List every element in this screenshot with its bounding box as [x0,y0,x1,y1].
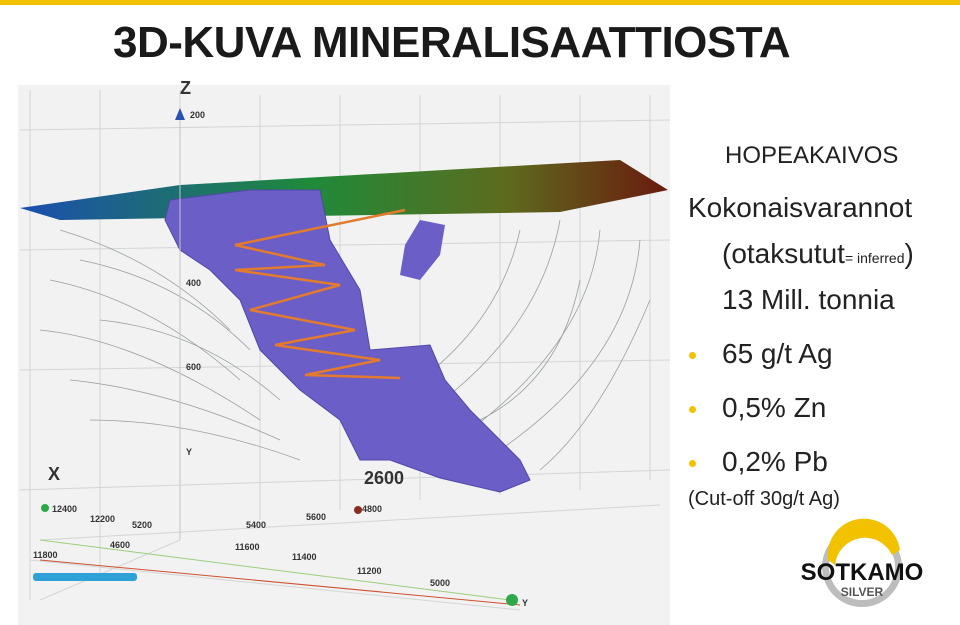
z-arrow [175,108,185,120]
y-marker [506,594,518,606]
logo-name: SOTKAMO [801,559,924,586]
bullet-text: 65 g/t Ag [722,338,833,369]
tonnage: 13 Mill. tonnia [722,284,895,315]
drill-trace [234,208,406,380]
x-axis-line [39,539,511,601]
y-axis-line [39,559,521,606]
figure-label: 11800 [33,550,58,560]
estimate-open: (otaksutut [722,238,845,269]
top-bar [0,0,960,5]
ore-body [164,189,531,493]
figure-label: 4600 [110,540,130,550]
figure-label: Y [186,447,192,457]
drill-holes [39,219,651,471]
estimate-note: = inferred [844,250,905,266]
ore-lens [400,220,445,280]
note: (Cut-off 30g/t Ag) [688,488,840,510]
figure-label: 11200 [357,566,382,576]
figure-label: 5600 [306,512,326,522]
logo-sub: SILVER [841,585,884,599]
figure-label: 2600 [364,468,404,488]
grid [19,90,671,611]
figure-label: 5000 [430,578,450,588]
bullet-dot [689,406,696,413]
estimate-close: ) [904,238,914,269]
figure-label: 200 [190,110,205,120]
figure-label: 4800 [362,504,382,514]
logo-mark [822,518,902,607]
figure-label: 11600 [235,542,260,552]
figure-label: Z [180,78,191,98]
figure-label: 11400 [292,552,317,562]
estimate: (otaksutut= inferred) [722,238,914,270]
figure-label: 12400 [52,504,77,514]
bullet-dot [689,352,696,359]
figure-label: 12200 [90,514,115,524]
bullet-text: 0,2% Pb [722,446,828,477]
bullet-dot [689,460,696,467]
heading: HOPEAKAIVOS [725,142,899,169]
y-marker-left [41,504,49,512]
figure-label: Y [522,598,528,608]
scale-bar [33,573,137,581]
figure-label: 5400 [246,520,266,530]
bullet-text: 0,5% Zn [722,392,827,423]
x-marker [354,506,362,514]
title: 3D-KUVA MINERALISAATTIOSTA [113,18,791,67]
figure-label: 400 [186,278,201,288]
figure-label: 5200 [132,520,152,530]
subheading: Kokonaisvarannot [688,192,913,223]
figure-label: 600 [186,362,201,372]
figure-label: X [48,464,60,484]
